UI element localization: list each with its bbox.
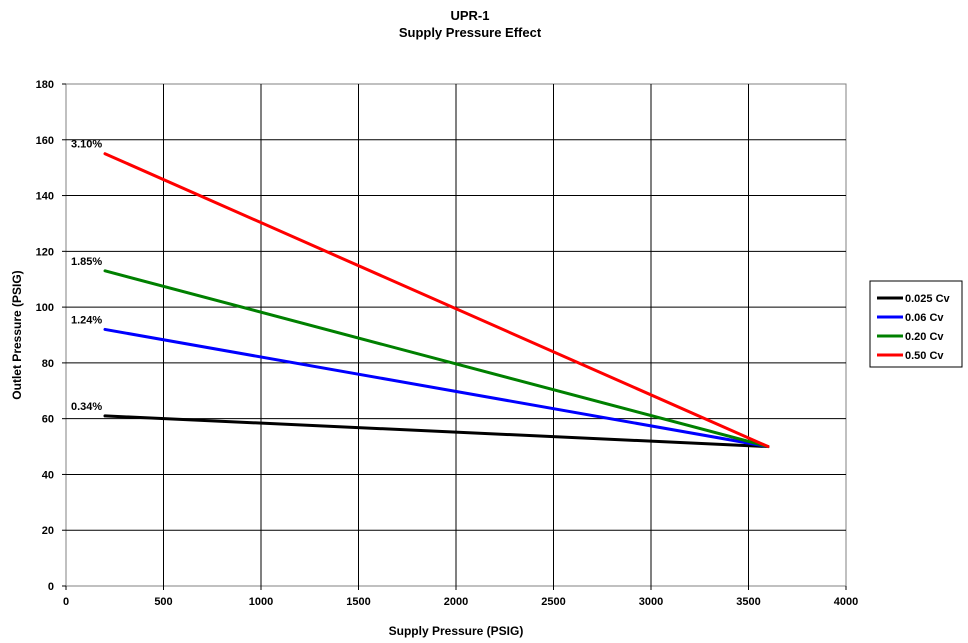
- x-tick-label: 3500: [736, 596, 760, 608]
- x-tick-label: 500: [154, 596, 172, 608]
- annotations: 0.34% 1.24% 1.85% 3.10%: [71, 139, 102, 413]
- x-tick-label: 1000: [249, 596, 273, 608]
- chart-title: UPR-1: [450, 8, 489, 23]
- y-axis-label: Outlet Pressure (PSIG): [10, 270, 24, 399]
- percent-annotation: 3.10%: [71, 139, 102, 151]
- y-tick-label: 180: [36, 79, 54, 91]
- y-tick-label: 120: [36, 246, 54, 258]
- series-line-0-06-cv: [103, 327, 770, 449]
- x-tick-label: 1500: [346, 596, 370, 608]
- x-tick-label: 0: [63, 596, 69, 608]
- x-tick-label: 2000: [444, 596, 468, 608]
- y-tick-label: 140: [36, 191, 54, 203]
- y-tick-label: 40: [42, 469, 54, 481]
- legend-label: 0.20 Cv: [905, 331, 944, 343]
- y-tick-label: 60: [42, 414, 54, 426]
- legend: 0.025 Cv 0.06 Cv 0.20 Cv 0.50 Cv: [869, 280, 963, 368]
- x-axis-label: Supply Pressure (PSIG): [389, 624, 524, 638]
- x-axis-ticks: 0 500 1000 1500 2000 2500 3000 3500 4000: [63, 586, 858, 608]
- percent-annotation: 1.24%: [71, 314, 102, 326]
- chart-subtitle: Supply Pressure Effect: [399, 25, 542, 40]
- series-line-0-50-cv: [103, 152, 770, 449]
- y-tick-label: 0: [48, 581, 54, 593]
- y-tick-label: 100: [36, 302, 54, 314]
- y-tick-label: 20: [42, 525, 54, 537]
- y-axis-ticks: 0 20 40 60 80 100 120 140 160 180: [36, 79, 66, 593]
- x-tick-label: 3000: [639, 596, 663, 608]
- legend-label: 0.50 Cv: [905, 350, 944, 362]
- y-tick-label: 80: [42, 358, 54, 370]
- series-line-0-20-cv: [103, 269, 770, 449]
- legend-label: 0.025 Cv: [905, 293, 951, 305]
- x-tick-label: 2500: [541, 596, 565, 608]
- legend-label: 0.06 Cv: [905, 312, 944, 324]
- percent-annotation: 0.34%: [71, 401, 102, 413]
- legend-box: [869, 280, 963, 368]
- series-lines: [103, 152, 770, 449]
- y-tick-label: 160: [36, 135, 54, 147]
- x-tick-label: 4000: [834, 596, 858, 608]
- percent-annotation: 1.85%: [71, 256, 102, 268]
- series-line-0-025-cv: [103, 414, 770, 449]
